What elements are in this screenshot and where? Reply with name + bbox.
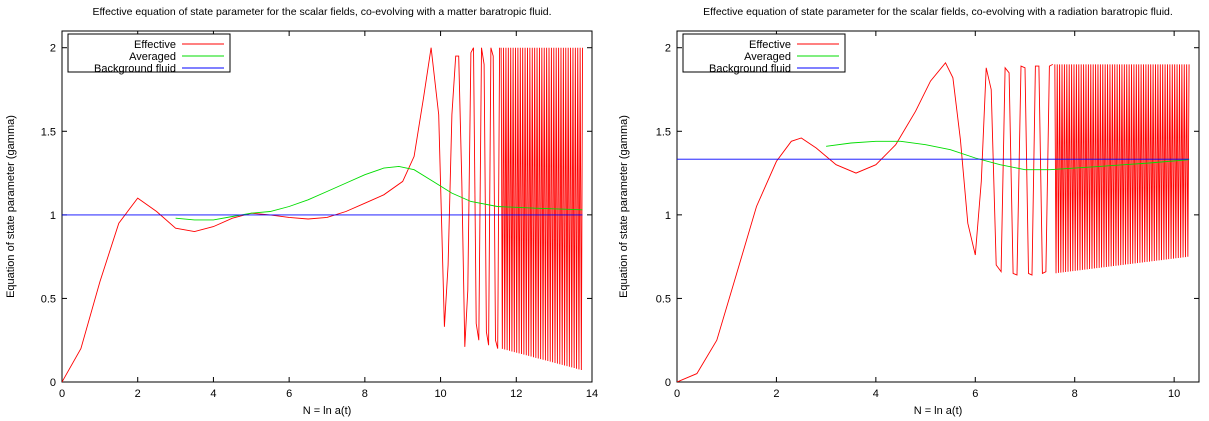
- plot-frame: [676, 30, 1200, 383]
- legend-label: Averaged: [129, 51, 176, 63]
- y-tick-label: 0.5: [656, 293, 671, 305]
- x-tick-label: 2: [135, 388, 141, 400]
- chart-panel-2: Effective equation of state parameter fo…: [618, 6, 1200, 417]
- x-axis-label: N = ln a(t): [303, 405, 352, 417]
- x-tick-label: 8: [362, 388, 368, 400]
- legend-label: Effective: [134, 39, 176, 51]
- series-line-averaged: [826, 140, 1190, 171]
- x-tick-label: 2: [773, 388, 779, 400]
- x-tick-label: 8: [1072, 388, 1078, 400]
- legend-label: Effective: [749, 39, 791, 51]
- plot-frame: [61, 30, 593, 383]
- chart-title: Effective equation of state parameter fo…: [703, 6, 1173, 18]
- y-tick-label: 1.5: [41, 126, 56, 138]
- legend-label: Background fluid: [709, 63, 791, 75]
- chart-title: Effective equation of state parameter fo…: [92, 6, 551, 18]
- y-axis-label: Equation of state parameter (gamma): [618, 115, 630, 298]
- y-tick-label: 0.5: [41, 293, 56, 305]
- y-tick-label: 2: [665, 43, 671, 55]
- chart-panel-1: Effective equation of state parameter fo…: [5, 6, 598, 417]
- legend-label: Averaged: [744, 51, 791, 63]
- y-tick-label: 1: [50, 210, 56, 222]
- series-line-effective: [677, 61, 1054, 382]
- x-tick-label: 6: [286, 388, 292, 400]
- x-tick-label: 4: [210, 388, 216, 400]
- series-oscillation-effective: [1054, 64, 1190, 274]
- x-tick-label: 0: [59, 388, 65, 400]
- y-tick-label: 1.5: [656, 126, 671, 138]
- legend-label: Background fluid: [94, 63, 176, 75]
- x-tick-label: 14: [586, 388, 598, 400]
- series-line-averaged: [175, 165, 583, 221]
- x-axis-label: N = ln a(t): [914, 405, 963, 417]
- y-tick-label: 1: [665, 210, 671, 222]
- x-tick-label: 10: [434, 388, 446, 400]
- y-tick-label: 0: [50, 377, 56, 389]
- y-tick-label: 0: [665, 377, 671, 389]
- series-line-effective: [62, 47, 501, 382]
- legend-box: [67, 33, 231, 73]
- x-tick-label: 10: [1168, 388, 1180, 400]
- x-tick-label: 4: [873, 388, 879, 400]
- y-axis-label: Equation of state parameter (gamma): [5, 115, 17, 298]
- legend-box: [682, 33, 846, 73]
- x-tick-label: 0: [674, 388, 680, 400]
- y-tick-label: 2: [50, 43, 56, 55]
- x-tick-label: 12: [510, 388, 522, 400]
- series-oscillation-effective: [500, 47, 583, 370]
- x-tick-label: 6: [972, 388, 978, 400]
